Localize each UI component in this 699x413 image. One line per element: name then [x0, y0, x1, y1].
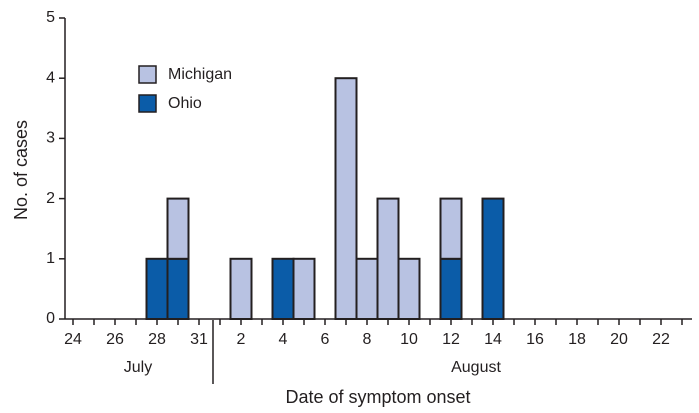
bar	[397, 257, 421, 320]
y-tick-label: 4	[46, 69, 55, 86]
month-label: July	[124, 359, 152, 376]
y-tick-label: 0	[46, 310, 55, 327]
month-label: August	[451, 359, 501, 376]
bar	[376, 197, 400, 321]
x-tick-label: 10	[400, 331, 418, 348]
x-tick-label: 20	[610, 331, 628, 348]
x-axis-label: Date of symptom onset	[285, 387, 470, 407]
x-tick-label: 8	[363, 331, 372, 348]
bar	[271, 257, 295, 320]
bar	[166, 257, 190, 320]
x-tick-label: 14	[484, 331, 502, 348]
legend-label: Ohio	[168, 95, 202, 112]
bar	[481, 197, 505, 321]
x-tick-label: 2	[237, 331, 246, 348]
y-axis-label: No. of cases	[11, 120, 31, 220]
x-tick-label: 24	[64, 331, 82, 348]
bar	[334, 77, 358, 320]
x-tick-label: 22	[652, 331, 670, 348]
y-tick-label: 1	[46, 250, 55, 267]
x-tick-label: 18	[568, 331, 586, 348]
x-tick-label: 4	[279, 331, 288, 348]
legend-swatch	[138, 65, 157, 84]
legend-label: Michigan	[168, 66, 232, 83]
bar	[355, 257, 379, 320]
bar	[166, 197, 190, 260]
bar	[439, 197, 463, 260]
x-tick-label: 28	[148, 331, 166, 348]
bar	[292, 257, 316, 320]
x-tick-label: 31	[190, 331, 208, 348]
x-tick-label: 16	[526, 331, 544, 348]
y-tick-label: 5	[46, 9, 55, 26]
x-tick-label: 26	[106, 331, 124, 348]
bar	[229, 257, 253, 320]
x-tick-label: 12	[442, 331, 460, 348]
y-tick-label: 2	[46, 190, 55, 207]
legend-swatch	[138, 94, 157, 113]
bar	[439, 257, 463, 320]
y-tick-label: 3	[46, 130, 55, 147]
x-tick-label: 6	[321, 331, 330, 348]
bar	[145, 257, 169, 320]
